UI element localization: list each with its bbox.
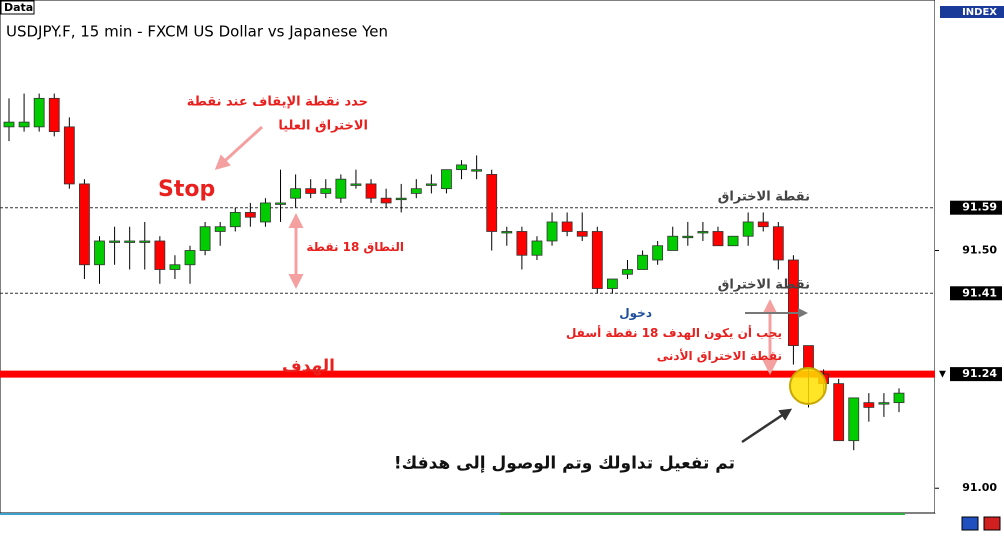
- candle-body: [290, 188, 302, 199]
- candle-body: [18, 121, 30, 128]
- y-tick-label: 91.00: [962, 481, 997, 494]
- candle-body: [350, 183, 362, 186]
- candle-body: [742, 221, 754, 237]
- candle-body: [94, 240, 105, 266]
- candle-body: [365, 183, 377, 199]
- level-label: 91.59: [962, 201, 997, 214]
- candle-body: [184, 250, 196, 266]
- candle-body: [335, 178, 347, 199]
- candle-body: [561, 221, 573, 232]
- candle-body: [803, 345, 814, 370]
- candle-body: [124, 240, 136, 243]
- candle-body: [260, 202, 271, 223]
- candle-body: [637, 254, 648, 270]
- annotation: يجب أن يكون الهدف 18 نقطة أسفل: [565, 326, 782, 340]
- candle-body: [154, 240, 166, 270]
- candle-body: [380, 197, 392, 204]
- annotation: الاختراق العليا: [278, 118, 368, 134]
- candle-body: [833, 383, 845, 442]
- candle-body: [199, 226, 211, 251]
- candle-body: [501, 231, 513, 234]
- level-label: 91.41: [962, 286, 997, 299]
- candle-body: [441, 169, 452, 190]
- index-label: INDEX: [962, 7, 997, 18]
- target-hit-circle: [789, 367, 827, 405]
- level-box: [950, 367, 1002, 382]
- candles: [3, 93, 905, 451]
- candle-body: [456, 164, 467, 171]
- overlays: [214, 125, 827, 444]
- candle-body: [531, 240, 543, 256]
- candle-body: [576, 231, 588, 237]
- candle-body: [169, 264, 181, 270]
- nav-icon[interactable]: [961, 516, 979, 531]
- candle-body: [606, 278, 618, 289]
- candle-body: [622, 269, 633, 275]
- index-box: [940, 6, 1004, 18]
- candle-body: [788, 259, 799, 346]
- level-box: [950, 286, 1002, 301]
- candle-body: [697, 231, 709, 234]
- candle-body: [139, 240, 151, 243]
- result-arrow: [741, 408, 793, 444]
- annotation: الهدف: [281, 356, 335, 377]
- level-marker: ▼: [939, 370, 946, 380]
- candle-body: [425, 183, 437, 186]
- level-box: [950, 200, 1002, 215]
- candle-body: [516, 231, 528, 256]
- candle-body: [712, 231, 724, 247]
- candle-body: [305, 188, 317, 194]
- nav-icon[interactable]: [983, 516, 1001, 531]
- candle-body: [395, 197, 407, 201]
- level-label: 91.24: [962, 367, 997, 380]
- candle-body: [3, 121, 15, 128]
- annotation: حدد نقطة الإيقاف عند نقطة: [186, 94, 368, 110]
- axis-panel: [935, 0, 1004, 513]
- candle-body: [863, 402, 875, 408]
- stop-arrow: [214, 125, 264, 171]
- annotation: نقطة الاختراق: [717, 277, 810, 293]
- candle-body: [591, 231, 603, 289]
- annotation: Stop: [158, 177, 216, 202]
- annotation: دخول: [619, 306, 652, 320]
- annotation: النطاق 18 نقطة: [306, 240, 404, 254]
- candle-body: [471, 169, 483, 172]
- candle-body: [320, 188, 332, 194]
- candle-body: [48, 97, 60, 133]
- candle-body: [214, 226, 226, 232]
- candle-body: [772, 226, 784, 261]
- y-tick-label: 91.50: [962, 243, 997, 256]
- candle-body: [410, 188, 422, 194]
- chart-title: USDJPY.F, 15 min - FXCM US Dollar vs Jap…: [6, 23, 388, 41]
- candle-body: [546, 221, 558, 242]
- annotation: نقطة الاختراق الأدنى: [656, 349, 782, 363]
- candle-body: [893, 392, 905, 404]
- candle-body: [79, 183, 90, 266]
- candle-body: [109, 240, 120, 243]
- annotation: نقطة الاختراق: [717, 189, 810, 205]
- candle-body: [486, 174, 498, 232]
- candle-body: [757, 221, 769, 228]
- candle-body: [848, 397, 860, 442]
- candle-body: [275, 202, 286, 205]
- candle-body: [63, 126, 75, 185]
- annotation: تم تفعيل تداولك وتم الوصول إلى هدفك!: [393, 453, 735, 474]
- label-box: [0, 0, 35, 15]
- levels: [0, 207, 935, 378]
- candle-body: [667, 235, 679, 251]
- plot-area: [0, 0, 936, 514]
- candle-body: [652, 245, 664, 261]
- candle-body: [33, 97, 45, 128]
- candle-body: [229, 212, 241, 228]
- candle-body: [878, 402, 890, 405]
- label-box-text: Data: [4, 1, 33, 14]
- candle-body: [727, 235, 739, 247]
- candle-body: [682, 235, 694, 239]
- candle-body: [244, 212, 256, 218]
